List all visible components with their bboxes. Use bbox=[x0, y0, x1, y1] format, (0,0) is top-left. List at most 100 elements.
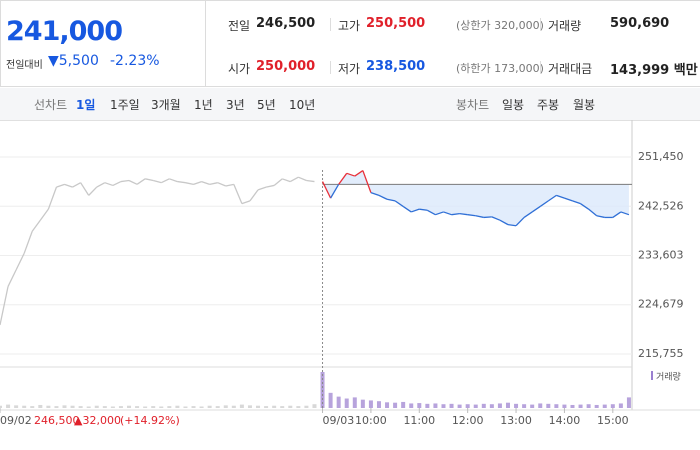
volume-bar bbox=[578, 404, 583, 408]
volume-bar bbox=[296, 406, 301, 408]
volume-legend-swatch bbox=[651, 371, 653, 380]
y-tick-label: 233,603 bbox=[638, 249, 684, 262]
volume-bar bbox=[352, 397, 357, 408]
price-line bbox=[556, 194, 565, 199]
volume-bar bbox=[538, 403, 543, 408]
price-line bbox=[306, 179, 315, 183]
price-line bbox=[435, 211, 444, 216]
x-tick-label: 10:00 bbox=[355, 414, 387, 427]
price-line bbox=[580, 203, 589, 210]
price-line bbox=[56, 183, 65, 188]
price-line bbox=[145, 178, 154, 182]
volume-bar bbox=[497, 403, 502, 408]
y-tick-label: 251,450 bbox=[638, 150, 684, 163]
tab[interactable]: 1주일 bbox=[110, 98, 140, 112]
tab-bar bbox=[0, 88, 700, 121]
separator bbox=[330, 18, 331, 31]
x-tick-label: 14:00 bbox=[549, 414, 581, 427]
volume-bar bbox=[618, 403, 623, 408]
volume-bar bbox=[247, 405, 252, 408]
price-line bbox=[378, 194, 388, 200]
price-line bbox=[402, 205, 412, 213]
volume-bar bbox=[0, 405, 2, 408]
volume-bar bbox=[30, 406, 35, 408]
info-value: 590,690 bbox=[610, 16, 670, 31]
price-line bbox=[282, 178, 291, 183]
volume-bar bbox=[231, 405, 236, 408]
price-line bbox=[153, 179, 162, 184]
x-tick-label: 15:00 bbox=[597, 414, 629, 427]
volume-bar bbox=[239, 404, 244, 408]
volume-bar bbox=[385, 402, 390, 408]
price-line bbox=[330, 184, 340, 199]
tab[interactable]: 3년 bbox=[226, 98, 245, 112]
volume-bar bbox=[602, 404, 607, 408]
volume-bar bbox=[223, 405, 228, 408]
tab[interactable]: 주봉 bbox=[537, 98, 560, 112]
info-value: 238,500 bbox=[366, 59, 426, 74]
price-line bbox=[249, 189, 259, 202]
price-line bbox=[547, 194, 557, 202]
tab[interactable]: 5년 bbox=[257, 98, 276, 112]
info-label: 거래대금 bbox=[548, 62, 593, 76]
summary-rate: (+14.92%) bbox=[120, 414, 180, 427]
volume-bar bbox=[562, 404, 567, 408]
price-line bbox=[459, 212, 468, 216]
price-line bbox=[0, 286, 9, 326]
price-line bbox=[217, 182, 227, 187]
price-line bbox=[273, 178, 283, 186]
price-line bbox=[515, 216, 525, 227]
price-line bbox=[539, 200, 549, 207]
separator bbox=[330, 61, 331, 74]
price-line bbox=[475, 215, 484, 219]
info-note: (상한가 320,000) bbox=[456, 19, 544, 32]
price-line bbox=[419, 208, 428, 211]
tab[interactable]: 일봉 bbox=[502, 98, 525, 112]
price-line bbox=[96, 182, 106, 188]
price-line bbox=[225, 183, 234, 187]
volume-bar bbox=[94, 405, 99, 408]
volume-bar bbox=[159, 406, 164, 408]
volume-bar bbox=[288, 405, 293, 408]
volume-bar bbox=[70, 405, 75, 408]
tab[interactable]: 1일 bbox=[76, 98, 96, 112]
price-line bbox=[564, 197, 573, 202]
price-line bbox=[298, 176, 307, 182]
price-line bbox=[193, 180, 202, 185]
price-line bbox=[7, 269, 17, 287]
volume-bar bbox=[376, 401, 381, 408]
tab[interactable]: 월봉 bbox=[573, 98, 596, 112]
volume-bar bbox=[393, 402, 398, 408]
price-line bbox=[209, 182, 218, 185]
tab[interactable]: 3개월 bbox=[151, 98, 181, 112]
price-line bbox=[338, 172, 348, 185]
reference-fill bbox=[322, 170, 629, 226]
volume-bar bbox=[280, 406, 285, 408]
volume-bar bbox=[183, 406, 188, 408]
tab[interactable]: 10년 bbox=[289, 98, 316, 112]
price-line bbox=[370, 192, 380, 196]
volume-bar bbox=[514, 403, 519, 408]
price-line bbox=[451, 212, 460, 216]
volume-bar bbox=[86, 406, 91, 408]
volume-bar bbox=[102, 406, 107, 408]
volume-bar bbox=[546, 403, 551, 408]
current-price: 241,000 bbox=[6, 16, 123, 47]
volume-bar bbox=[449, 403, 454, 408]
volume-bar bbox=[360, 399, 365, 408]
price-line bbox=[362, 170, 372, 193]
volume-bar bbox=[473, 404, 478, 408]
volume-bar bbox=[207, 405, 212, 408]
volume-bar bbox=[78, 406, 83, 408]
price-line bbox=[427, 209, 436, 216]
tab[interactable]: 1년 bbox=[194, 98, 213, 112]
info-label: 전일 bbox=[228, 19, 251, 33]
volume-bar bbox=[151, 406, 156, 408]
info-box bbox=[206, 0, 700, 87]
info-value: 250,000 bbox=[256, 59, 316, 74]
volume-bar bbox=[54, 406, 59, 408]
price-line bbox=[346, 172, 355, 177]
price-line bbox=[128, 179, 138, 185]
price-line bbox=[289, 176, 299, 183]
